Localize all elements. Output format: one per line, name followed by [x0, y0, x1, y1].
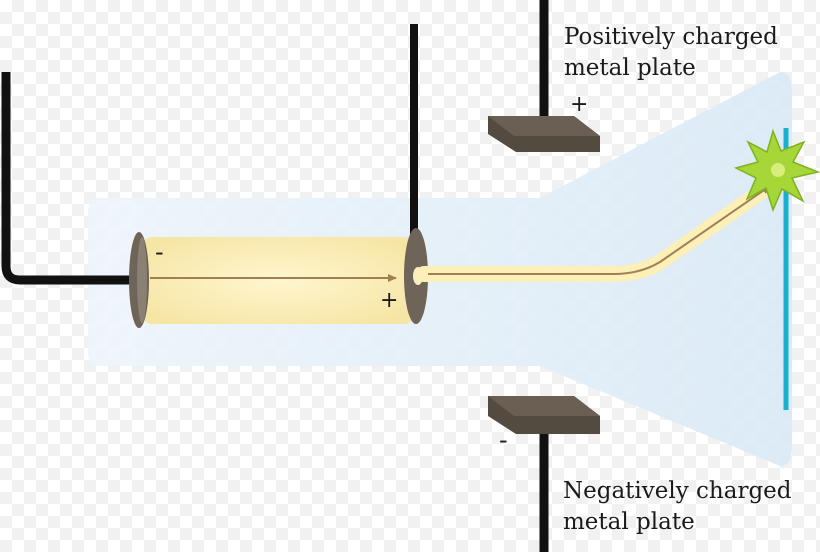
cathode-sign: - [155, 238, 164, 266]
negative-plate-label: Negatively charged metal plate [563, 478, 792, 535]
negative-plate-sign: - [499, 426, 508, 454]
positive-plate-sign: + [570, 92, 589, 117]
deflected-beam-arrow [428, 185, 771, 275]
positive-plate-label: Positively charged metal plate [564, 24, 778, 81]
anode-sign: + [380, 288, 399, 313]
cathode-ray-beam [142, 237, 414, 324]
cathode-wire [1, 72, 140, 285]
